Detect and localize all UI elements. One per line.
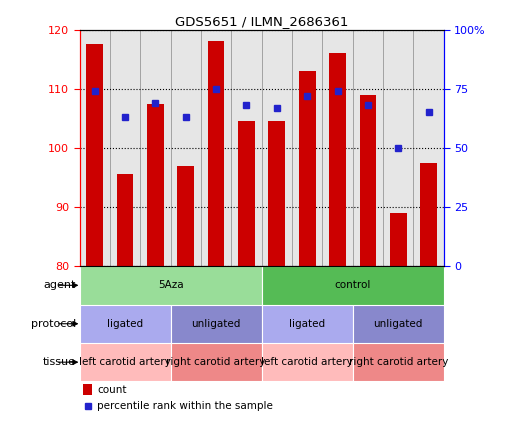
Bar: [110, 30, 140, 266]
Bar: [201, 30, 231, 266]
Text: right carotid artery: right carotid artery: [348, 357, 448, 367]
Text: left carotid artery: left carotid artery: [261, 357, 353, 367]
Bar: [170, 30, 201, 266]
Text: ligated: ligated: [289, 319, 325, 329]
Bar: [80, 30, 110, 266]
Bar: [116, 174, 133, 266]
Text: unligated: unligated: [191, 319, 241, 329]
Bar: [322, 30, 353, 266]
Text: 5Aza: 5Aza: [158, 280, 183, 290]
Bar: [292, 30, 322, 266]
Bar: [208, 41, 225, 266]
Bar: [299, 71, 315, 266]
Bar: [268, 121, 285, 266]
Bar: [262, 266, 444, 305]
Bar: [383, 30, 413, 266]
Text: tissue: tissue: [43, 357, 76, 367]
Bar: [83, 385, 92, 396]
Bar: [329, 53, 346, 266]
Bar: [80, 266, 262, 305]
Bar: [390, 213, 407, 266]
Bar: [262, 343, 353, 382]
Bar: [147, 104, 164, 266]
Text: count: count: [97, 385, 127, 395]
Bar: [80, 305, 170, 343]
Text: control: control: [334, 280, 371, 290]
Bar: [177, 165, 194, 266]
Text: percentile rank within the sample: percentile rank within the sample: [97, 401, 273, 411]
Bar: [170, 305, 262, 343]
Text: right carotid artery: right carotid artery: [166, 357, 266, 367]
Bar: [80, 343, 170, 382]
Bar: [353, 305, 444, 343]
Bar: [353, 30, 383, 266]
Bar: [420, 162, 437, 266]
Title: GDS5651 / ILMN_2686361: GDS5651 / ILMN_2686361: [175, 16, 348, 28]
Text: unligated: unligated: [373, 319, 423, 329]
Bar: [413, 30, 444, 266]
Bar: [231, 30, 262, 266]
Bar: [86, 44, 103, 266]
Bar: [170, 343, 262, 382]
Bar: [262, 30, 292, 266]
Bar: [353, 343, 444, 382]
Text: left carotid artery: left carotid artery: [79, 357, 171, 367]
Bar: [360, 95, 376, 266]
Bar: [140, 30, 170, 266]
Text: ligated: ligated: [107, 319, 143, 329]
Text: agent: agent: [44, 280, 76, 290]
Bar: [262, 305, 353, 343]
Text: protocol: protocol: [31, 319, 76, 329]
Bar: [238, 121, 255, 266]
